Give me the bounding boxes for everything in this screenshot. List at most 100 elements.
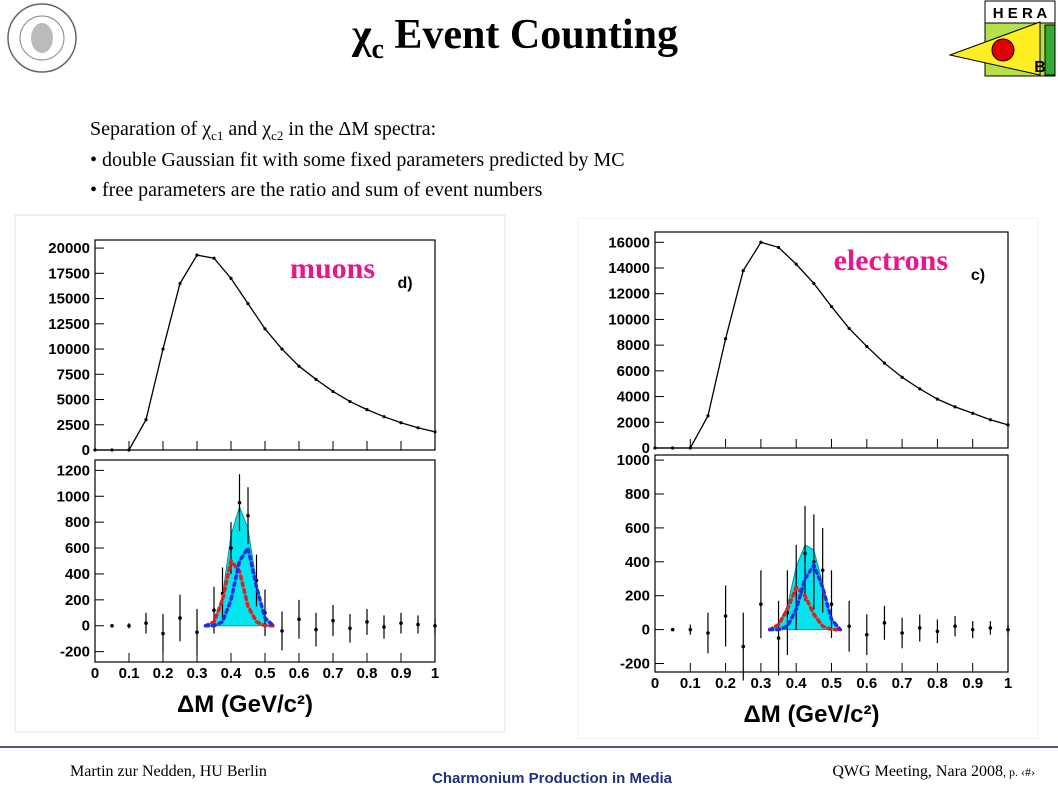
data-point	[917, 626, 922, 630]
data-point	[935, 397, 940, 401]
logo-text: H E R A	[993, 5, 1048, 22]
data-point	[297, 617, 301, 622]
x-axis-label: ΔM (GeV/c²)	[744, 701, 880, 728]
y-tick-label: 7500	[57, 366, 90, 383]
data-point	[229, 546, 233, 550]
y-tick-label: 600	[65, 540, 90, 557]
y-tick-label: 17500	[48, 265, 90, 282]
y-tick-label: -200	[620, 656, 650, 673]
data-point	[433, 623, 437, 628]
x-tick-label: 0.8	[927, 675, 948, 692]
data-point	[812, 560, 816, 564]
data-point	[759, 240, 763, 244]
x-tick-label: 1	[1004, 675, 1012, 692]
data-point	[161, 347, 165, 351]
data-point	[127, 623, 131, 628]
data-point	[1006, 423, 1010, 427]
y-tick-label: 2500	[57, 417, 90, 434]
x-tick-label: 0.1	[680, 675, 701, 692]
data-point	[723, 614, 728, 618]
data-point	[416, 622, 420, 627]
footer-meeting: QWG Meeting, Nara 2008, p. ‹#›	[832, 763, 1035, 780]
data-point	[671, 446, 675, 450]
data-point	[263, 327, 267, 331]
data-point	[178, 281, 182, 286]
data-point	[246, 302, 250, 306]
data-point	[706, 414, 710, 418]
data-point	[741, 268, 745, 273]
y-tick-label: 10000	[48, 341, 90, 358]
data-point	[820, 568, 825, 573]
data-point	[688, 627, 693, 632]
fit-curve	[203, 543, 276, 628]
y-tick-label: 6000	[617, 363, 650, 380]
data-point	[776, 636, 781, 640]
data-point	[144, 418, 148, 422]
data-point	[365, 620, 369, 624]
y-tick-label: 1000	[617, 452, 650, 469]
x-tick-label: 0.8	[357, 665, 378, 682]
x-tick-label: 0.2	[153, 665, 174, 682]
data-point	[297, 364, 301, 368]
y-tick-label: 1200	[57, 462, 90, 479]
y-tick-label: 20000	[48, 240, 90, 257]
y-tick-label: 800	[65, 514, 90, 531]
y-tick-label: 1000	[57, 488, 90, 505]
y-tick-label: 14000	[608, 260, 650, 277]
y-tick-label: 5000	[57, 392, 90, 409]
data-point	[829, 304, 834, 309]
bullet: • free parameters are the ratio and sum …	[90, 179, 543, 201]
data-point	[280, 347, 284, 351]
data-point	[178, 616, 182, 620]
data-point	[399, 421, 403, 425]
x-tick-label: 0	[651, 675, 659, 692]
y-tick-label: 0	[642, 622, 650, 639]
data-point	[953, 624, 957, 629]
data-point	[776, 245, 781, 250]
x-tick-label: 1	[431, 665, 439, 682]
data-point	[399, 621, 403, 625]
data-point	[161, 631, 165, 636]
x-tick-label: 0.9	[962, 675, 983, 692]
y-tick-label: 0	[82, 618, 90, 635]
data-point	[382, 415, 386, 419]
logo-text: B	[1034, 59, 1046, 76]
data-point	[971, 411, 975, 415]
panel-frame	[14, 214, 506, 733]
data-point	[803, 551, 807, 556]
y-tick-label: 800	[625, 486, 650, 503]
x-axis-label: ΔM (GeV/c²)	[177, 691, 313, 718]
data-point	[314, 377, 318, 381]
data-point	[953, 405, 957, 409]
data-point	[348, 399, 352, 404]
data-point	[280, 629, 284, 633]
x-tick-label: 0.6	[856, 675, 877, 692]
x-tick-label: 0.4	[221, 665, 243, 682]
data-point	[988, 626, 993, 630]
data-point	[935, 629, 940, 634]
data-point	[741, 644, 746, 649]
data-point	[212, 256, 216, 260]
data-point	[195, 630, 199, 635]
x-tick-label: 0.2	[715, 675, 736, 692]
data-point	[812, 281, 816, 286]
data-point	[882, 621, 887, 625]
y-tick-label: 12000	[608, 286, 650, 303]
y-tick-label: 400	[65, 566, 90, 583]
data-point	[93, 448, 97, 452]
data-point	[1006, 627, 1010, 632]
y-tick-label: 10000	[608, 311, 650, 328]
y-tick-label: 12500	[48, 316, 90, 333]
data-point	[900, 375, 904, 379]
y-tick-label: 600	[625, 520, 650, 537]
x-tick-label: 0.3	[187, 665, 208, 682]
data-point	[195, 253, 199, 257]
data-point	[706, 631, 710, 635]
y-tick-label: 2000	[617, 414, 650, 431]
data-point	[847, 624, 851, 629]
data-point	[900, 631, 904, 635]
data-point	[144, 621, 148, 625]
slide-title: χc Event Counting	[351, 12, 678, 65]
data-point	[794, 262, 798, 266]
